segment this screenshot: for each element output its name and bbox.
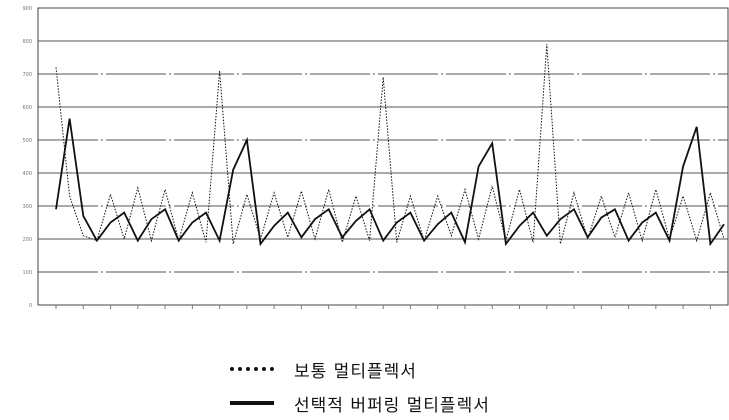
line-chart: 0 100 200 300 400 500 600 700 800 900	[22, 6, 729, 309]
dotted-line-swatch	[230, 367, 274, 371]
series-line-selective-buffering-mux	[55, 118, 725, 247]
y-tick-label: 400	[22, 171, 32, 177]
solid-line-swatch	[230, 401, 274, 405]
series-lines	[55, 44, 725, 247]
y-tick-label: 800	[22, 39, 32, 45]
y-tick-label: 700	[22, 72, 32, 78]
y-tick-label: 600	[22, 105, 32, 111]
legend-item-normal-mux: 보통 멀티플렉서	[230, 352, 490, 386]
y-tick-label: 300	[22, 204, 32, 210]
y-tick-label: 0	[29, 303, 32, 309]
tick-labels: 0 100 200 300 400 500 600 700 800 900	[22, 6, 32, 309]
y-tick-label: 500	[22, 138, 32, 144]
y-tick-label: 200	[22, 237, 32, 243]
legend-label-selective-buffering-mux: 선택적 버퍼링 멀티플렉서	[294, 395, 490, 416]
y-tick-label: 900	[22, 6, 32, 12]
gridlines	[38, 40, 728, 273]
plot-frame	[37, 7, 729, 306]
axes	[37, 7, 729, 309]
y-tick-label: 100	[22, 270, 32, 276]
legend-item-selective-buffering-mux: 선택적 버퍼링 멀티플렉서	[230, 386, 490, 420]
legend-label-normal-mux: 보통 멀티플렉서	[294, 361, 417, 382]
